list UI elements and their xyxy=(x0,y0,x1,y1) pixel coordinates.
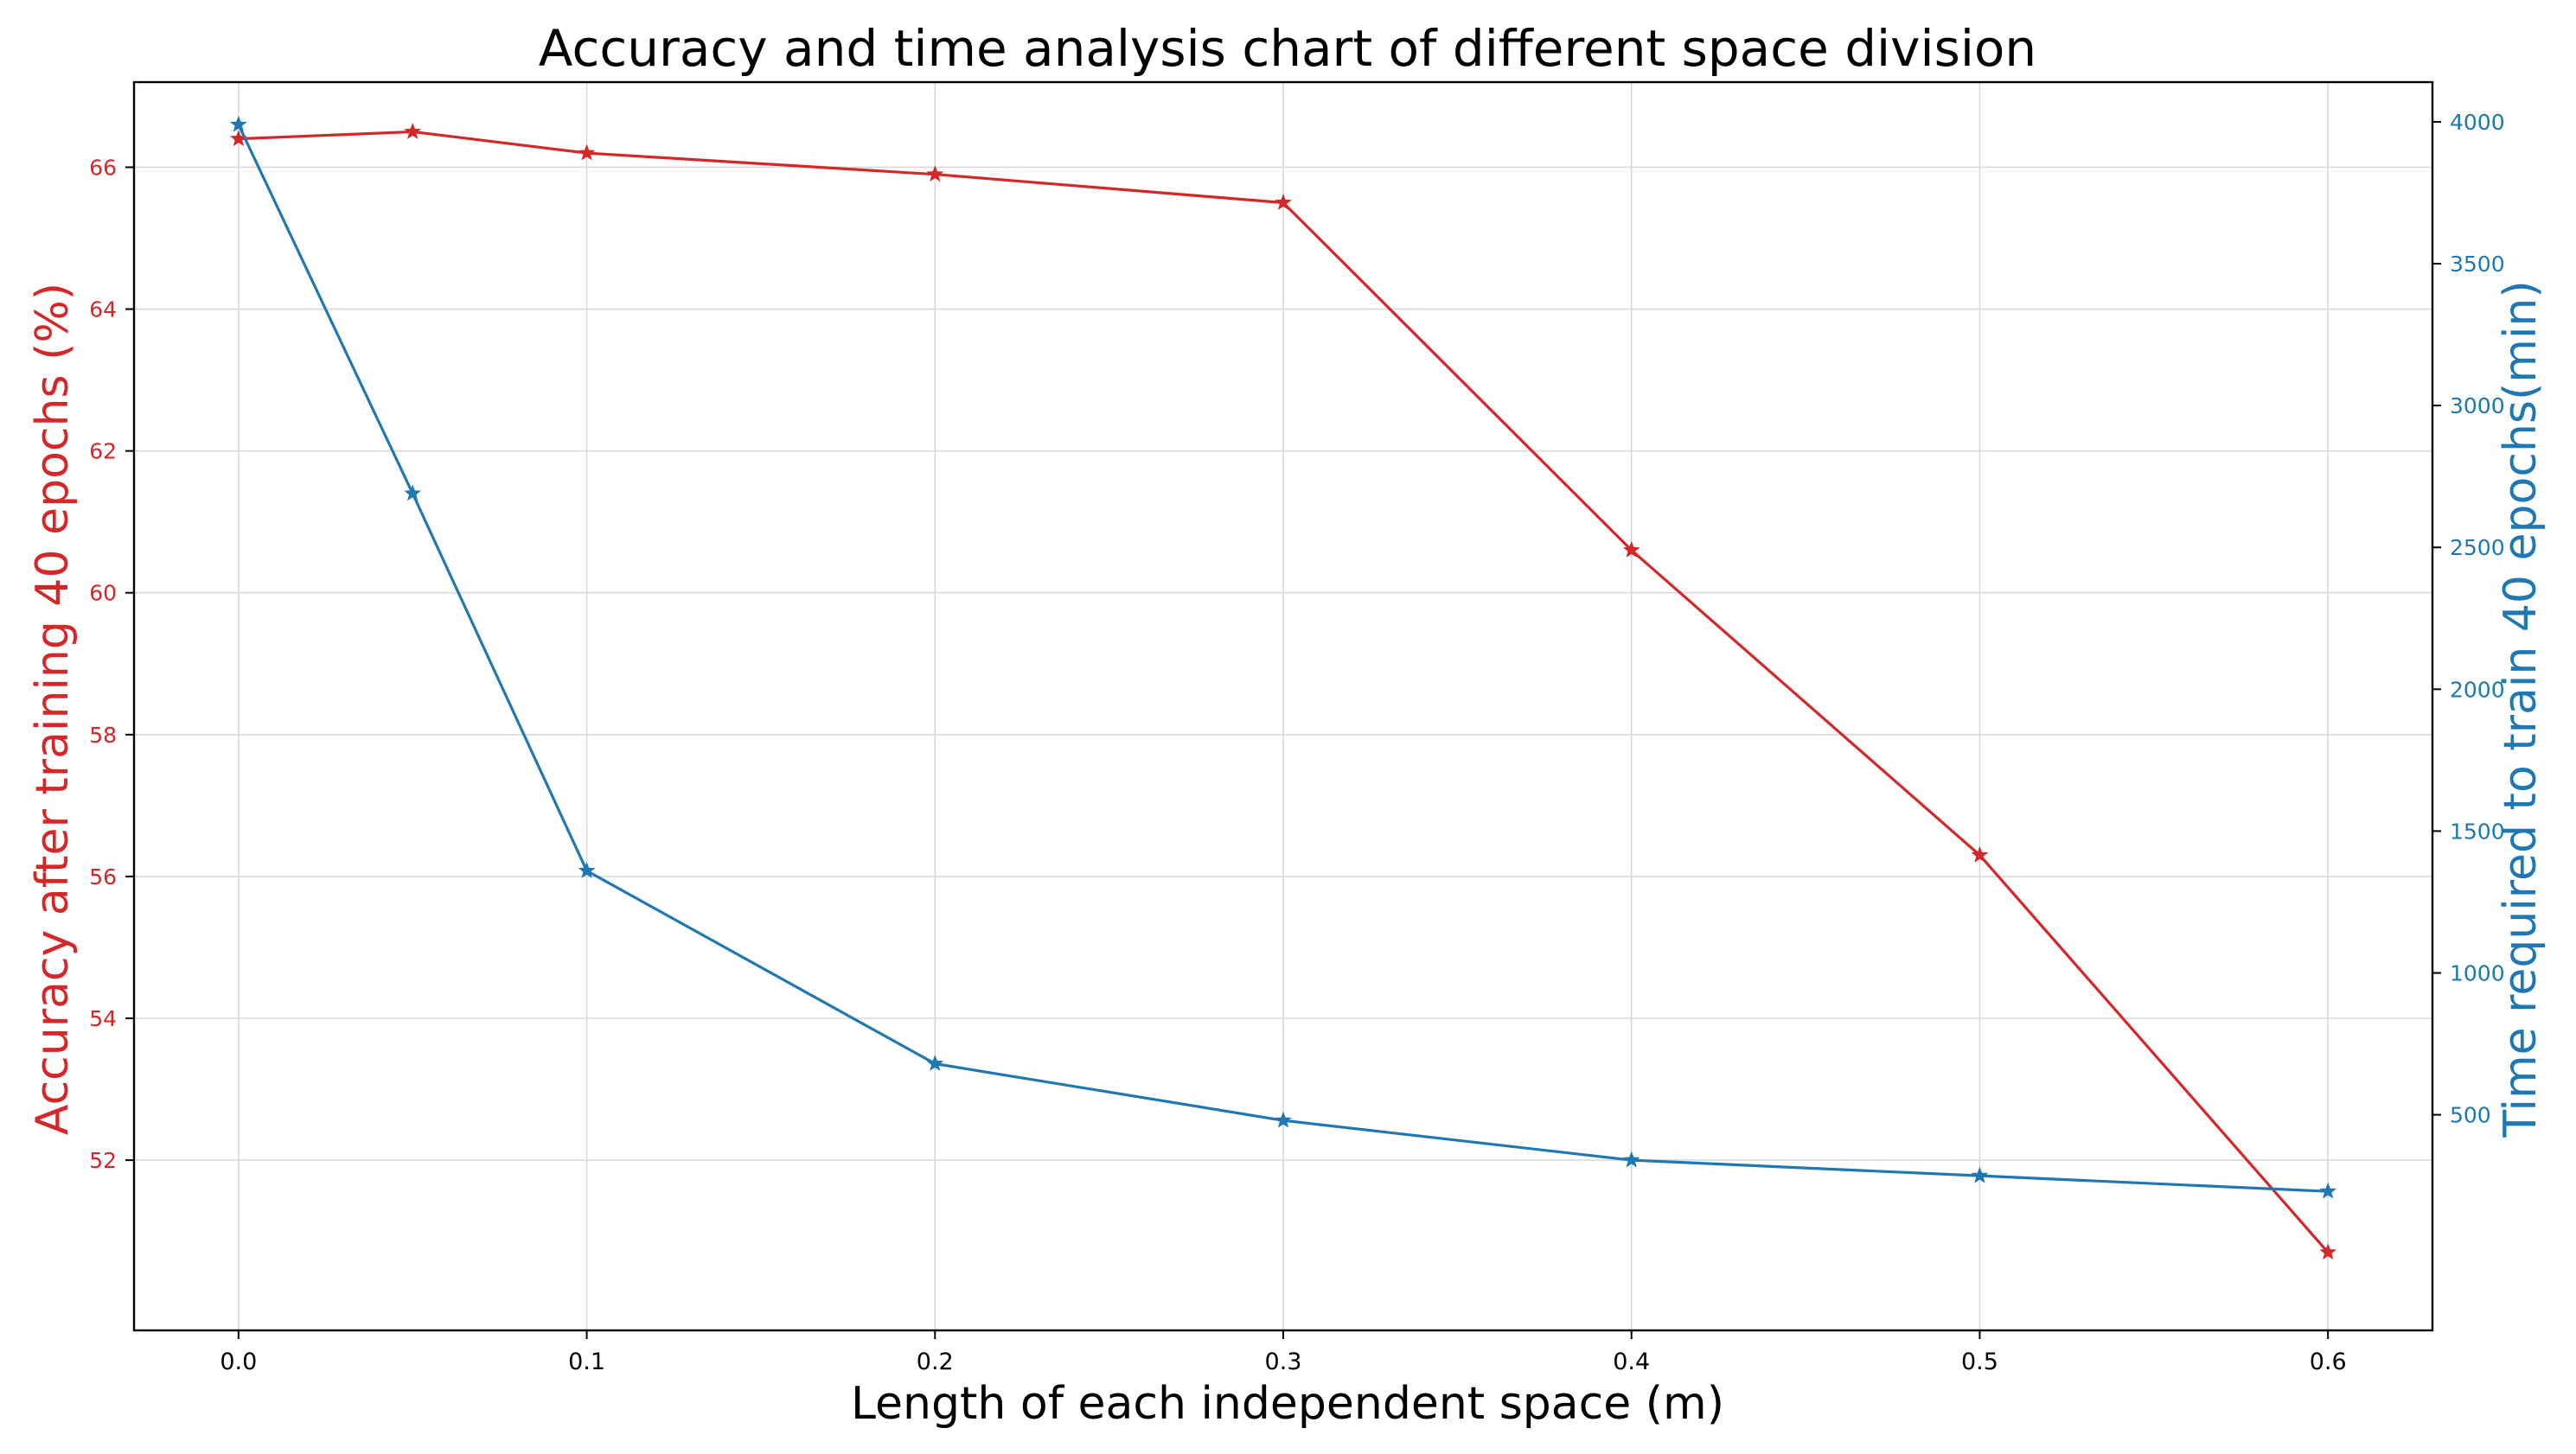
data-point-left xyxy=(404,123,422,139)
y-left-tick-label: 60 xyxy=(89,581,117,606)
tick-layer: 0.0 0.1 0.2 0.3 0.4 0.5 0.6 52 54 56 58 60 62 64 66 500… xyxy=(89,110,2504,1375)
data-point-right xyxy=(1275,1111,1292,1128)
y-right-tick-label: 2000 xyxy=(2450,677,2505,702)
y-right-tick-label: 3500 xyxy=(2450,252,2505,277)
y-left-tick-label: 66 xyxy=(89,155,117,180)
y-left-tick-label: 54 xyxy=(89,1006,117,1031)
x-tick-label: 0.0 xyxy=(220,1349,257,1375)
y-right-tick-label: 1000 xyxy=(2450,960,2505,985)
grid-layer xyxy=(134,82,2432,1330)
x-tick-label: 0.5 xyxy=(1961,1349,1998,1375)
data-point-right xyxy=(1971,1166,1989,1183)
y-right-tick-label: 500 xyxy=(2450,1103,2491,1128)
data-point-left xyxy=(578,143,596,161)
series-layer xyxy=(229,115,2337,1260)
data-point-right xyxy=(2319,1182,2337,1199)
y-right-axis-label: Time required to train 40 epochs(min) xyxy=(2495,280,2547,1138)
data-point-left xyxy=(1275,194,1292,210)
y-left-tick-label: 52 xyxy=(89,1148,117,1173)
data-point-right xyxy=(578,861,596,878)
data-point-left xyxy=(926,165,944,182)
x-tick-label: 0.1 xyxy=(568,1349,605,1375)
data-point-right xyxy=(404,484,422,501)
y-right-tick-label: 3000 xyxy=(2450,393,2505,418)
x-tick-label: 0.2 xyxy=(917,1349,954,1375)
x-tick-label: 0.3 xyxy=(1265,1349,1302,1375)
series-line-left xyxy=(238,130,2330,1253)
y-left-tick-label: 62 xyxy=(89,439,117,464)
y-left-tick-label: 58 xyxy=(89,723,117,748)
y-right-tick-label: 1500 xyxy=(2450,819,2505,844)
x-axis-label: Length of each independent space (m) xyxy=(851,1378,1724,1430)
series-line-right xyxy=(237,124,2329,1193)
x-tick-label: 0.6 xyxy=(2310,1349,2347,1375)
x-tick-label: 0.4 xyxy=(1613,1349,1650,1375)
data-point-right xyxy=(1622,1151,1640,1168)
data-point-right xyxy=(229,115,247,132)
y-left-axis-label: Accuracy after training 40 epochs (%) xyxy=(27,283,79,1135)
data-point-left xyxy=(1622,541,1640,558)
y-right-tick-label: 2500 xyxy=(2450,535,2505,560)
data-point-left xyxy=(2319,1243,2337,1260)
y-left-tick-label: 56 xyxy=(89,864,117,890)
y-right-tick-label: 4000 xyxy=(2450,110,2505,135)
data-point-left xyxy=(1971,845,1989,863)
data-point-right xyxy=(926,1055,944,1071)
chart-title: Accuracy and time analysis chart of diff… xyxy=(539,19,2036,78)
y-left-tick-label: 64 xyxy=(89,297,117,322)
